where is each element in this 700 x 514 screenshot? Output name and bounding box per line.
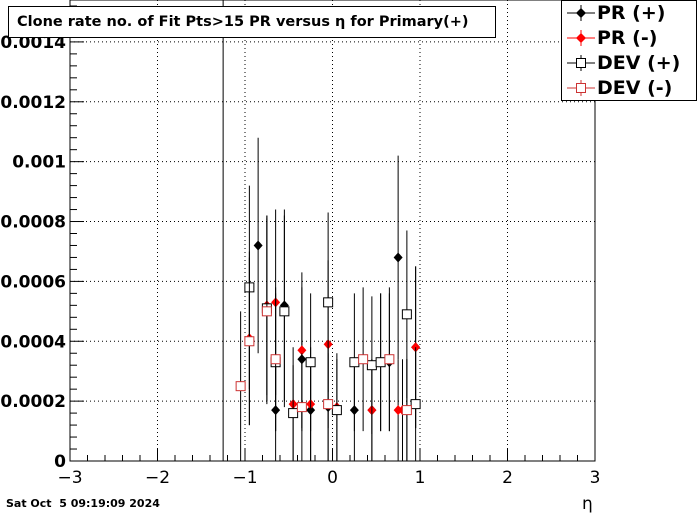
series-2 xyxy=(244,185,421,461)
series-1 xyxy=(218,0,421,461)
grid-lines xyxy=(70,0,595,461)
data-point xyxy=(358,354,369,365)
legend: PR (+) PR (-) DEV (+) DEV (-) xyxy=(561,0,697,101)
data-point xyxy=(235,381,246,392)
data-point xyxy=(384,354,395,365)
data-point xyxy=(296,402,307,413)
filled-diamond-icon xyxy=(567,30,595,46)
legend-label: PR (-) xyxy=(597,27,658,49)
legend-label: DEV (-) xyxy=(597,77,673,99)
data-point xyxy=(410,399,421,410)
datestamp: Sat Oct 5 09:19:09 2024 xyxy=(6,497,160,510)
y-tick-label: 0.0006 xyxy=(0,272,66,292)
x-tick-label: −1 xyxy=(232,468,257,488)
data-point xyxy=(244,336,255,347)
data-point xyxy=(393,252,403,263)
y-tick-label: 0.0008 xyxy=(0,213,66,233)
y-tick-label: 0 xyxy=(54,452,66,472)
data-point xyxy=(305,357,316,368)
data-marks xyxy=(218,0,421,461)
data-point xyxy=(401,309,412,320)
data-point xyxy=(270,354,281,365)
x-axis-label: η xyxy=(582,494,593,514)
axes: −3 −2 −1 0 1 2 3 0 0.0002 0.0004 0.0006 0.0008 0.001… xyxy=(0,5,601,488)
data-point xyxy=(253,240,263,251)
legend-label: DEV (+) xyxy=(597,52,681,74)
data-point xyxy=(366,360,377,371)
data-point xyxy=(331,405,342,416)
data-point xyxy=(323,399,334,410)
legend-entry-dev-plus: DEV (+) xyxy=(562,51,696,75)
plot-frame xyxy=(69,0,596,462)
x-tick-label: 0 xyxy=(327,468,338,488)
data-point xyxy=(288,408,299,419)
y-tick-label: 0.0002 xyxy=(0,392,66,412)
x-tick-label: 1 xyxy=(415,468,426,488)
x-tick-label: −3 xyxy=(57,468,82,488)
y-tick-label: 0.001 xyxy=(12,153,66,173)
data-point xyxy=(323,297,334,308)
open-square-icon xyxy=(567,55,595,71)
legend-entry-pr-minus: PR (-) xyxy=(562,26,696,50)
x-tick-label: −2 xyxy=(145,468,170,488)
legend-label: PR (+) xyxy=(597,2,666,24)
data-point xyxy=(297,345,307,356)
open-square-icon xyxy=(567,80,595,96)
data-point xyxy=(401,405,412,416)
series-3 xyxy=(235,218,412,461)
data-point xyxy=(279,306,290,317)
filled-diamond-icon xyxy=(567,5,595,21)
data-point xyxy=(261,306,272,317)
data-point xyxy=(375,357,386,368)
y-tick-label: 0.0012 xyxy=(0,93,66,113)
chart-title: Clone rate no. of Fit Pts>15 PR versus η… xyxy=(8,6,496,38)
data-point xyxy=(349,357,360,368)
x-tick-label: 2 xyxy=(502,468,513,488)
x-tick-label: 3 xyxy=(590,468,601,488)
y-tick-label: 0.0004 xyxy=(0,332,66,352)
legend-entry-dev-minus: DEV (-) xyxy=(562,76,696,100)
legend-entry-pr-plus: PR (+) xyxy=(562,1,696,25)
